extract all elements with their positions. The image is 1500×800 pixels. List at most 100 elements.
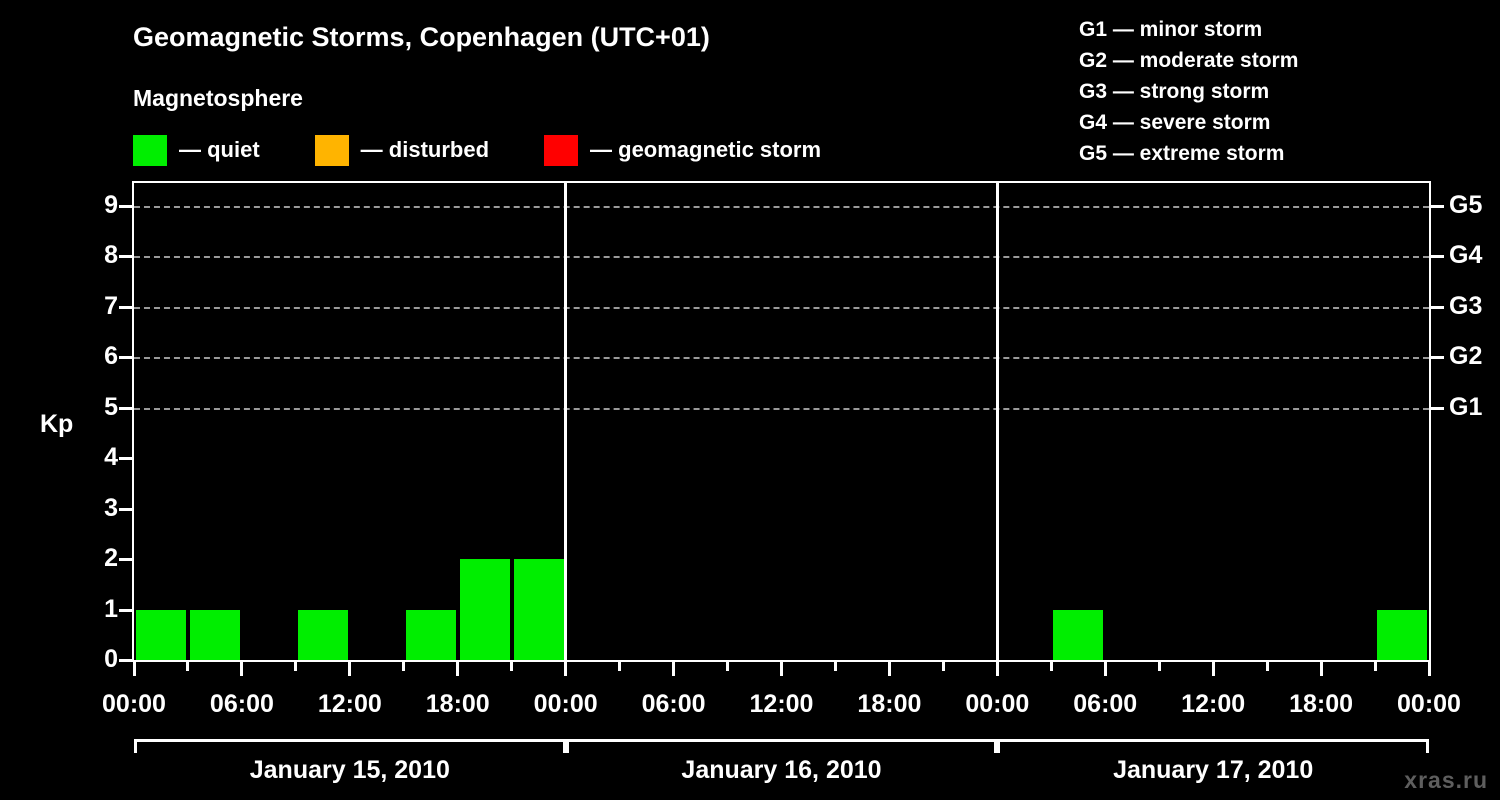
x-tick-7 <box>510 662 514 671</box>
g-tick-G1 <box>1431 406 1444 410</box>
g-scale-line-1: G1 — minor storm <box>1079 18 1263 41</box>
x-tick-4 <box>348 662 352 676</box>
x-tick-1 <box>186 662 190 671</box>
x-tick-14 <box>887 662 891 676</box>
bar <box>405 609 456 660</box>
x-tick-label-0: 00:00 <box>102 690 166 718</box>
x-tick-13 <box>833 662 837 671</box>
y-tick-label-4: 4 <box>104 443 118 472</box>
day-divider-1 <box>564 183 568 660</box>
g-scale-line-3: G3 — strong storm <box>1079 80 1270 103</box>
g-tick-G2 <box>1431 356 1444 360</box>
x-tick-label-10: 12:00 <box>1181 690 1246 718</box>
y-tick-3 <box>119 507 132 511</box>
y-tick-label-1: 1 <box>104 594 118 623</box>
x-tick-3 <box>294 662 298 671</box>
bar <box>1053 609 1104 660</box>
legend-label: — quiet <box>179 137 260 162</box>
y-tick-label-7: 7 <box>104 291 118 320</box>
y-tick-label-5: 5 <box>104 392 118 421</box>
g-tick-label-G2: G2 <box>1449 342 1483 371</box>
y-tick-1 <box>119 608 132 612</box>
y-tick-8 <box>119 255 132 259</box>
y-tick-4 <box>119 457 132 461</box>
x-tick-12 <box>780 662 783 676</box>
g-tick-label-G4: G4 <box>1449 241 1483 270</box>
x-tick-15 <box>941 662 945 671</box>
date-bracket-1 <box>565 739 998 753</box>
g-scale-line-4: G4 — severe storm <box>1079 111 1271 134</box>
y-tick-5 <box>119 406 132 410</box>
x-tick-23 <box>1373 662 1377 671</box>
x-tick-17 <box>1049 662 1053 671</box>
x-tick-label-11: 18:00 <box>1289 690 1354 718</box>
g-scale-line-5: G5 — extreme storm <box>1079 142 1285 165</box>
x-tick-20 <box>1211 662 1215 676</box>
x-tick-label-9: 06:00 <box>1073 690 1138 718</box>
y-tick-6 <box>119 356 132 360</box>
x-tick-6 <box>456 662 460 676</box>
bar <box>189 609 240 660</box>
g-scale-legend: G1 — minor storm G2 — moderate storm G3 — … <box>1079 14 1298 169</box>
x-tick-21 <box>1265 662 1269 671</box>
y-tick-label-9: 9 <box>104 190 118 219</box>
gridline-kp-7 <box>134 306 1429 309</box>
gridline-kp-9 <box>134 205 1429 208</box>
x-tick-label-2: 12:00 <box>317 690 382 718</box>
bar <box>297 609 348 660</box>
x-tick-label-3: 18:00 <box>425 690 490 718</box>
green-square-icon <box>133 134 167 166</box>
y-tick-9 <box>119 204 132 208</box>
y-tick-2 <box>119 558 132 562</box>
g-tick-G5 <box>1431 204 1444 208</box>
legend-item-0: — quiet <box>133 133 260 167</box>
x-tick-0 <box>132 662 136 676</box>
date-bracket-2 <box>997 739 1429 753</box>
x-tick-22 <box>1319 662 1323 676</box>
legend-label: — geomagnetic storm <box>590 137 822 162</box>
y-tick-label-3: 3 <box>104 493 118 522</box>
bar <box>513 559 564 660</box>
y-tick-0 <box>119 659 132 662</box>
legend-label: — disturbed <box>360 137 490 162</box>
gridline-kp-6 <box>134 357 1429 360</box>
x-tick-label-6: 12:00 <box>749 690 814 718</box>
y-tick-label-0: 0 <box>104 645 118 673</box>
g-tick-G4 <box>1431 255 1444 259</box>
x-tick-8 <box>564 662 568 676</box>
y-tick-label-8: 8 <box>104 241 118 270</box>
x-tick-label-8: 00:00 <box>965 690 1030 718</box>
magnetosphere-label: Magnetosphere <box>133 85 303 111</box>
x-tick-label-7: 18:00 <box>857 690 922 718</box>
legend-item-2: — geomagnetic storm <box>544 133 821 167</box>
y-tick-label-6: 6 <box>104 342 118 371</box>
x-tick-16 <box>995 662 999 676</box>
red-square-icon <box>544 134 579 166</box>
watermark: xras.ru <box>1404 767 1488 793</box>
gridline-kp-8 <box>134 256 1429 259</box>
plot-area <box>132 181 1431 662</box>
y-axis-title: Kp <box>40 410 74 438</box>
y-tick-label-2: 2 <box>104 544 118 573</box>
x-tick-label-4: 00:00 <box>533 690 598 718</box>
magnetosphere-legend: — quiet — disturbed — geomagnetic storm <box>133 133 821 167</box>
x-tick-19 <box>1157 662 1161 671</box>
g-tick-label-G1: G1 <box>1449 392 1483 421</box>
bar <box>459 559 510 660</box>
y-tick-7 <box>119 305 132 309</box>
date-label-2: January 17, 2010 <box>1113 756 1314 784</box>
date-bracket-0 <box>134 739 566 753</box>
x-tick-18 <box>1103 662 1107 676</box>
plot-inner <box>134 183 1429 660</box>
g-tick-label-G5: G5 <box>1449 190 1483 219</box>
g-tick-label-G3: G3 <box>1449 291 1483 320</box>
x-tick-2 <box>240 662 244 676</box>
x-tick-9 <box>618 662 622 671</box>
page-title: Geomagnetic Storms, Copenhagen (UTC+01) <box>133 22 710 52</box>
gridline-kp-5 <box>134 407 1429 410</box>
x-tick-label-1: 06:00 <box>209 690 274 718</box>
legend-item-1: — disturbed <box>314 133 490 167</box>
bar <box>1377 609 1427 660</box>
date-label-0: January 15, 2010 <box>249 756 450 784</box>
x-tick-label-5: 06:00 <box>641 690 706 718</box>
